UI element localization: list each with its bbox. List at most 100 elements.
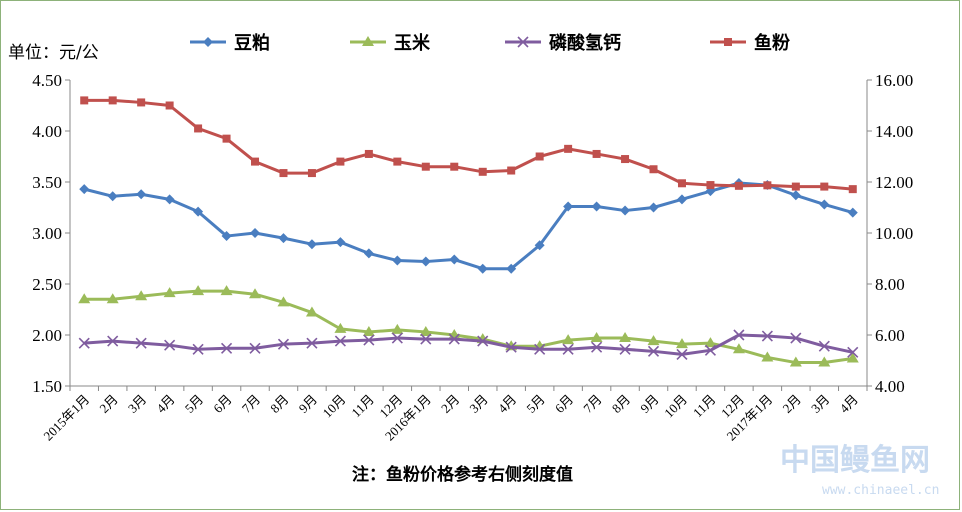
series-line	[84, 289, 853, 365]
data-point	[848, 185, 857, 194]
data-point	[619, 332, 632, 343]
data-point	[277, 296, 290, 307]
series-line	[84, 98, 853, 191]
data-point	[363, 248, 374, 259]
data-point	[619, 343, 631, 355]
data-point	[192, 343, 204, 355]
data-point	[647, 345, 660, 357]
data-point	[421, 162, 430, 171]
x-tick-label: 3月	[466, 392, 490, 416]
legend-item: 玉米	[350, 32, 431, 54]
left-tick-label: 3.00	[32, 224, 62, 243]
data-point	[505, 341, 517, 353]
data-point	[391, 323, 404, 334]
data-point	[677, 179, 686, 188]
data-point	[163, 287, 176, 298]
data-point	[790, 190, 801, 201]
data-point	[847, 346, 859, 358]
right-tick-label: 4.00	[875, 377, 905, 396]
data-point	[704, 337, 717, 348]
data-point	[647, 335, 660, 346]
x-tick-label: 8月	[609, 392, 633, 416]
data-point	[564, 144, 573, 153]
legend-item: 豆粕	[190, 32, 270, 54]
data-point	[820, 182, 829, 191]
right-tick-label: 16.00	[875, 71, 913, 90]
data-point	[477, 263, 488, 274]
data-point	[164, 339, 176, 351]
data-point	[165, 101, 174, 110]
data-point	[649, 165, 658, 174]
data-point	[194, 124, 203, 133]
x-tick-label: 9月	[296, 392, 320, 416]
x-tick-label: 8月	[267, 392, 291, 416]
data-point	[704, 344, 717, 356]
x-tick-label: 9月	[637, 392, 661, 416]
legend-label: 鱼粉	[754, 32, 790, 54]
data-point	[563, 201, 574, 212]
data-point	[562, 334, 575, 345]
data-point	[562, 343, 574, 355]
data-point	[336, 157, 345, 166]
data-point	[590, 332, 603, 343]
series-line	[83, 181, 854, 271]
right-tick-label: 12.00	[875, 173, 913, 192]
legend: 豆粕 玉米 磷酸氢钙 鱼粉	[190, 32, 790, 54]
data-point	[277, 338, 290, 350]
tick-labels: 1.50 2.00 2.50 3.00 3.50 4.00 4.50 4.00 6.00 8.00…	[32, 71, 913, 443]
legend-label: 豆粕	[234, 32, 270, 54]
data-point	[363, 334, 375, 346]
x-tick-label: 6月	[552, 392, 576, 416]
chart-note: 注：鱼粉价格参考右侧刻度值	[352, 464, 573, 485]
data-point	[591, 201, 602, 212]
data-point	[222, 134, 231, 143]
left-tick-label: 2.00	[32, 326, 62, 345]
x-tick-label: 10月	[661, 392, 690, 421]
data-point	[761, 330, 773, 342]
series-layer	[78, 96, 859, 367]
data-point	[477, 335, 489, 347]
data-point	[420, 256, 431, 267]
series-豆粕	[79, 178, 858, 274]
data-point	[334, 322, 347, 333]
x-tick-label: 5月	[182, 392, 206, 416]
data-point	[278, 233, 289, 244]
data-point	[364, 149, 373, 158]
x-tick-label: 3月	[125, 392, 149, 416]
data-point	[192, 285, 205, 296]
data-point	[78, 337, 90, 349]
data-point	[135, 290, 148, 301]
data-point	[220, 342, 233, 354]
x-tick-label: 2月	[438, 392, 462, 416]
data-point	[137, 98, 146, 107]
data-point	[334, 335, 346, 347]
data-point	[80, 96, 89, 105]
x-tick-label: 2月	[96, 392, 120, 416]
data-point	[620, 205, 631, 216]
data-point	[846, 352, 859, 363]
x-tick-label: 2月	[780, 392, 804, 416]
data-point	[818, 356, 831, 367]
data-point	[675, 338, 688, 349]
data-point	[761, 351, 774, 362]
left-tick-label: 4.00	[32, 122, 62, 141]
x-tick-label: 4月	[495, 392, 519, 416]
data-point	[78, 293, 91, 304]
data-point	[419, 325, 432, 336]
data-point	[507, 166, 516, 175]
data-point	[790, 332, 802, 344]
data-point	[535, 152, 544, 161]
x-tick-label: 4月	[153, 392, 177, 416]
data-point	[621, 155, 630, 164]
data-point	[305, 306, 318, 317]
data-point	[724, 38, 732, 46]
data-point	[506, 263, 517, 274]
legend-label: 磷酸氢钙	[549, 32, 621, 54]
watermark-url: www.chinaeel.cn	[822, 483, 939, 498]
data-point	[193, 206, 204, 217]
data-point	[108, 96, 117, 105]
data-point	[203, 37, 213, 47]
data-point	[534, 343, 546, 355]
data-point	[517, 36, 529, 48]
series-鱼粉	[80, 96, 857, 194]
